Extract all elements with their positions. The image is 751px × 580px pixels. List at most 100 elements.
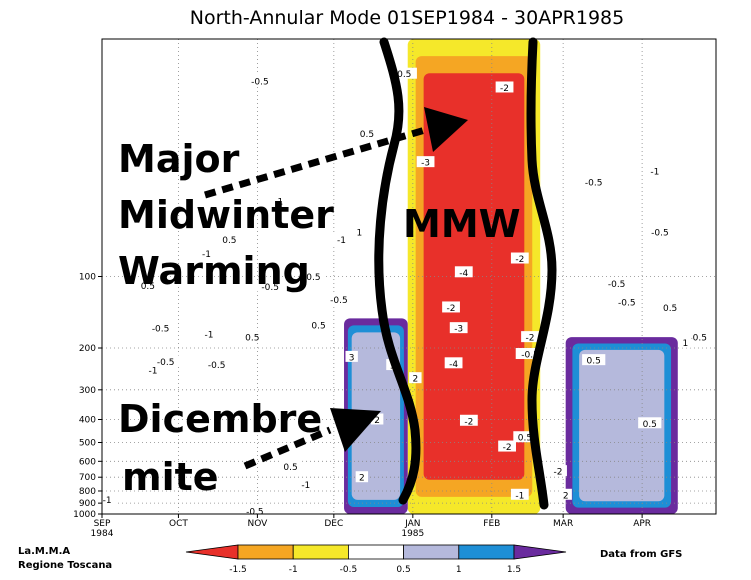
contour-label-bg xyxy=(459,414,478,426)
contour-label: 2 xyxy=(413,375,419,385)
contour-label-bg xyxy=(278,460,303,472)
contour-label: -0.5 xyxy=(246,507,264,517)
contour-label-bg xyxy=(355,127,379,139)
contour-label: 0.5 xyxy=(587,357,601,367)
contour-label-bg xyxy=(602,277,631,289)
contour-label: 2 xyxy=(374,416,380,426)
x-tick-label: MAR xyxy=(553,519,573,529)
contour-label: 0.5 xyxy=(663,304,677,314)
x-tick-label: SEP xyxy=(94,519,111,529)
contour-label-bg xyxy=(388,67,417,79)
contour-label: -0.5 xyxy=(521,351,539,361)
dicembre-arrowhead xyxy=(330,408,381,452)
y-tick-label: 600 xyxy=(79,457,96,467)
contour-label: -2 xyxy=(503,443,512,453)
contour-label-bg xyxy=(136,279,160,291)
contour-label-bg xyxy=(151,355,180,367)
contour-label-bg xyxy=(579,175,609,187)
contour-label-bg xyxy=(296,478,315,490)
annotations: Major Midwinter Warming MMW Dicembre mit… xyxy=(118,137,521,499)
y-tick-label: 100 xyxy=(79,273,96,283)
dicembre-arrow-line xyxy=(243,426,332,470)
contour-label-bg xyxy=(245,74,275,86)
colorbar-swatch xyxy=(237,544,294,560)
contour-label-bg xyxy=(454,266,473,278)
annotation-dicembre: Dicembre xyxy=(118,397,322,441)
contour-label-bg xyxy=(370,413,384,425)
contour-label-bg xyxy=(510,252,529,264)
contour-label: 3 xyxy=(349,353,355,363)
annotation-major: Major xyxy=(118,137,240,181)
x-tick-label: JAN xyxy=(404,519,420,529)
contour-label: -2 xyxy=(447,304,456,314)
colorbar-tick-label: 1.5 xyxy=(507,565,521,575)
colorbar-swatch-max xyxy=(513,544,567,560)
contour-label-bg xyxy=(255,280,285,292)
contour-label: -0.5 xyxy=(330,296,348,306)
x-tick-label: DEC xyxy=(324,519,343,529)
contour-label: 2 xyxy=(359,474,365,484)
contour-label: 2 xyxy=(563,491,569,501)
contour-label: -0.5 xyxy=(618,298,636,308)
anomaly-regions xyxy=(344,39,678,514)
contour-label-bg xyxy=(638,417,662,429)
contour-label: -1 xyxy=(148,367,157,377)
contour-label-bg xyxy=(444,357,463,369)
contour-label: 0.5 xyxy=(360,130,374,140)
colorbar-swatch-min xyxy=(185,544,239,560)
contour-label: -3 xyxy=(454,325,463,335)
contour-label-bg xyxy=(217,233,241,245)
credit-data-source: Data from GFS xyxy=(600,549,682,560)
y-tick-label: 800 xyxy=(79,487,96,497)
contour-label: -3 xyxy=(421,159,430,169)
contour-label: -4 xyxy=(449,360,458,370)
x-tick-label: NOV xyxy=(247,519,268,529)
contour-label-bg xyxy=(146,322,175,334)
contour-label-bg xyxy=(683,331,713,343)
contour-label-bg xyxy=(409,372,422,384)
y-tick-label: 900 xyxy=(79,499,96,509)
contour-label: -2 xyxy=(554,468,563,478)
annotation-mite: mite xyxy=(122,455,219,499)
contour-label-bg xyxy=(202,358,231,370)
contour-label-bg xyxy=(274,194,287,206)
contour-label: 1 xyxy=(277,197,283,207)
contour-label: -0.5 xyxy=(689,334,707,344)
contour-label-bg xyxy=(355,471,369,483)
colorbar-tick-label: 1 xyxy=(456,565,462,575)
credit-lamma: La.M.M.A xyxy=(18,546,70,557)
contour-label: -2 xyxy=(515,255,524,265)
overlay-lines xyxy=(204,37,557,510)
annotation-warming: Warming xyxy=(118,249,310,293)
contour-label: -0.5 xyxy=(208,361,226,371)
y-tick-label: 500 xyxy=(79,439,96,449)
x-tick-label: OCT xyxy=(169,519,188,529)
contour-label: -1 xyxy=(205,331,214,341)
contour-label-bg xyxy=(301,270,326,282)
contour-labels: -0.5-2-0.5-1-0.5-30.51-0.50.51-4-2-1-1-0… xyxy=(98,67,713,517)
annotation-midwinter: Midwinter xyxy=(118,193,334,237)
contour-label: 0.5 xyxy=(141,282,155,292)
contour-label-bg xyxy=(197,247,216,259)
contour-label: -1 xyxy=(301,481,310,491)
colorbar-tick-label: -1 xyxy=(289,565,298,575)
contour-label-bg xyxy=(549,465,567,477)
contour-label-bg xyxy=(353,226,366,238)
x-tick-year-label: 1985 xyxy=(401,529,424,539)
colorbar-swatch xyxy=(403,544,460,560)
y-tick-label: 200 xyxy=(79,344,96,354)
contour-label-bg xyxy=(510,488,529,500)
contour-label: 0.5 xyxy=(311,321,325,331)
contour-label: -1 xyxy=(337,236,346,246)
contour-label-bg xyxy=(495,81,514,93)
region-2-band-2 xyxy=(579,349,665,502)
contour-label: 0.5 xyxy=(222,236,236,246)
contour-label-bg xyxy=(559,488,572,500)
major-warming-arrowhead xyxy=(424,107,468,152)
contour-label-bg xyxy=(200,328,218,340)
contour-label-bg xyxy=(240,504,270,516)
contour-label-bg xyxy=(324,293,354,305)
contour-label: -0.5 xyxy=(261,283,279,293)
